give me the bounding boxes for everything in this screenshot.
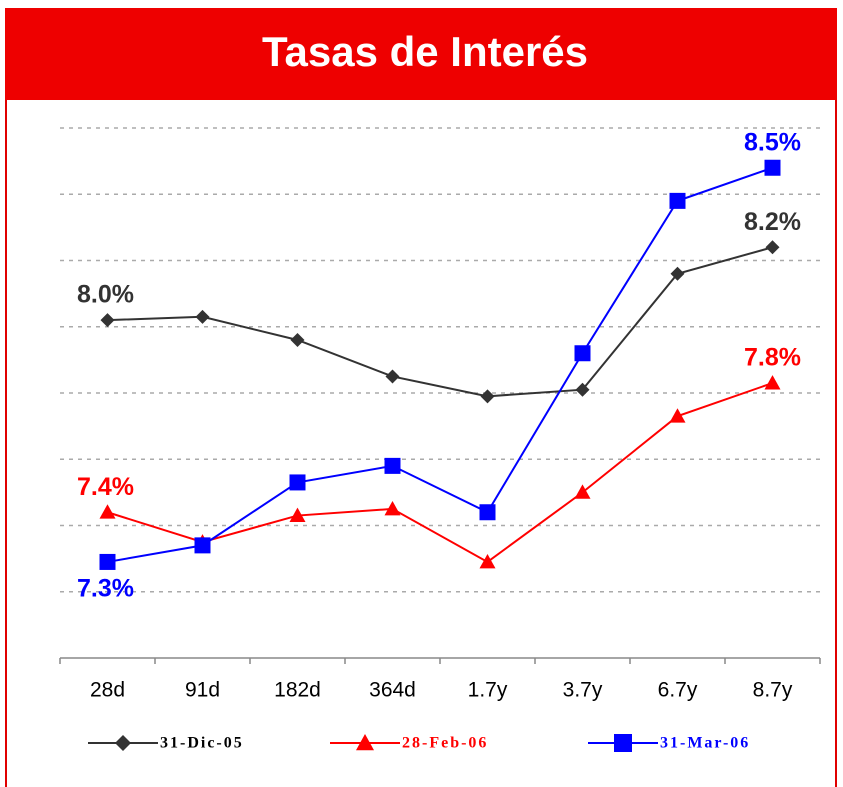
marker: [195, 309, 210, 324]
x-tick-label: 182d: [274, 679, 321, 702]
x-tick-label: 91d: [185, 679, 220, 702]
marker: [764, 375, 781, 390]
marker: [669, 408, 686, 423]
legend-label: 28-Feb-06: [402, 735, 488, 752]
data-label: 8.5%: [744, 128, 801, 156]
data-label: 7.8%: [744, 344, 801, 372]
marker: [100, 313, 115, 328]
marker: [574, 345, 591, 362]
data-label: 8.0%: [77, 281, 134, 309]
marker: [384, 457, 401, 474]
x-tick-label: 8.7y: [753, 679, 793, 702]
marker: [290, 333, 305, 347]
marker: [289, 474, 306, 491]
marker: [574, 484, 591, 499]
marker: [289, 507, 306, 522]
x-tick-label: 1.7y: [468, 679, 508, 702]
marker: [385, 369, 400, 384]
marker: [99, 504, 116, 519]
marker: [480, 389, 495, 404]
marker: [669, 192, 686, 209]
x-tick-label: 6.7y: [658, 679, 698, 702]
header: [5, 8, 837, 100]
series-line: [107, 246, 773, 398]
series-line: [107, 166, 773, 563]
series-line: [107, 382, 773, 564]
marker: [670, 266, 685, 281]
legend-label: 31-Dic-05: [160, 735, 244, 752]
legend-label: 31-Mar-06: [660, 735, 750, 752]
marker: [194, 537, 211, 554]
x-tick-label: 28d: [90, 679, 125, 702]
legend-marker: [115, 735, 131, 751]
marker: [99, 553, 116, 570]
x-tick-label: 3.7y: [563, 679, 603, 702]
marker: [765, 240, 780, 255]
legend-marker: [614, 734, 632, 752]
data-label: 7.4%: [77, 473, 134, 501]
data-label: 8.2%: [744, 208, 801, 236]
x-tick-label: 364d: [369, 679, 416, 702]
legend-marker: [356, 734, 374, 751]
marker: [384, 500, 401, 516]
chart-title: Tasas de Interés: [262, 28, 588, 75]
marker: [479, 553, 496, 569]
data-label: 7.3%: [77, 575, 134, 603]
marker: [575, 382, 590, 397]
marker: [479, 504, 496, 521]
marker: [764, 159, 781, 176]
